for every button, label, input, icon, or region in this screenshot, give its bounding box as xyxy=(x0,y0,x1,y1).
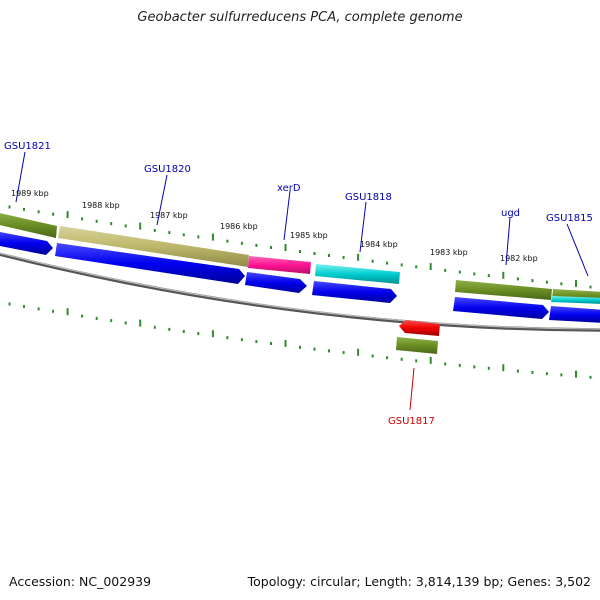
scale-label: 1983 kbp xyxy=(430,248,468,257)
gene-leader-lines xyxy=(15,151,589,277)
cds-arrow-xerd[interactable] xyxy=(245,272,307,293)
gene-label-gsu1815[interactable]: GSU1815 xyxy=(546,213,593,224)
cds-arrow-gsu1818[interactable] xyxy=(312,281,397,303)
gene-label-xerd[interactable]: xerD xyxy=(277,183,301,194)
scale-label: 1988 kbp xyxy=(82,201,120,210)
gene-leader-line-gsu1817 xyxy=(409,367,415,411)
cog-gene-olive-1821[interactable] xyxy=(0,212,57,238)
page-title: Geobacter sulfurreducens PCA, complete g… xyxy=(137,10,463,25)
cog-gene-khaki-1820[interactable] xyxy=(58,226,249,267)
cds-arrow-gsu1821[interactable] xyxy=(0,231,53,255)
scale-label: 1989 kbp xyxy=(11,189,49,198)
gene-label-ugd[interactable]: ugd xyxy=(501,208,520,219)
genome-summary-text: Topology: circular; Length: 3,814,139 bp… xyxy=(247,574,591,589)
outer-scale-ticks xyxy=(8,205,592,289)
cog-gene-olive-1817[interactable] xyxy=(396,337,438,354)
genome-backbone-highlight xyxy=(0,252,600,330)
inner-scale-ticks xyxy=(8,302,592,379)
cds-arrow-gsu1815[interactable] xyxy=(549,306,600,323)
genome-backbone xyxy=(0,252,600,332)
cds-arrow-gsu1820[interactable] xyxy=(55,243,245,284)
scale-label: 1984 kbp xyxy=(360,240,398,249)
cog-gene-pink-xerd[interactable] xyxy=(248,256,311,274)
gene-label-gsu1817[interactable]: GSU1817 xyxy=(388,416,435,427)
gene-label-gsu1818[interactable]: GSU1818 xyxy=(345,192,392,203)
scale-label: 1987 kbp xyxy=(150,211,188,220)
scale-label: 1982 kbp xyxy=(500,254,538,263)
accession-text: Accession: NC_002939 xyxy=(9,574,152,589)
scale-label: 1985 kbp xyxy=(290,231,328,240)
cog-gene-cyan-1815[interactable] xyxy=(551,296,600,304)
cds-arrow-ugd[interactable] xyxy=(453,297,549,319)
cog-gene-olive-ugd[interactable] xyxy=(455,280,552,300)
cds-arrow-gsu1817[interactable] xyxy=(399,320,440,336)
gene-label-gsu1820[interactable]: GSU1820 xyxy=(144,164,191,175)
cog-gene-cyan-1818[interactable] xyxy=(315,264,400,284)
gene-label-gsu1821[interactable]: GSU1821 xyxy=(4,141,51,152)
scale-label: 1986 kbp xyxy=(220,222,258,231)
